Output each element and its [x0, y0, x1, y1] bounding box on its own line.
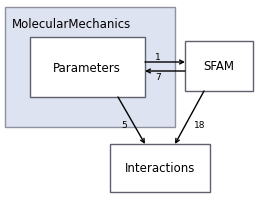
Text: Parameters: Parameters [53, 61, 121, 74]
Text: 18: 18 [194, 120, 206, 129]
Bar [30, 38, 145, 98]
Text: SFAM: SFAM [204, 60, 234, 73]
Text: MolecularMechanics: MolecularMechanics [12, 18, 131, 31]
Bar [110, 144, 210, 192]
Text: 7: 7 [155, 73, 161, 82]
Text: Interactions: Interactions [125, 162, 195, 175]
Bar [5, 8, 175, 127]
Text: 5: 5 [121, 120, 127, 129]
Text: 1: 1 [155, 52, 161, 61]
Bar [185, 42, 253, 92]
